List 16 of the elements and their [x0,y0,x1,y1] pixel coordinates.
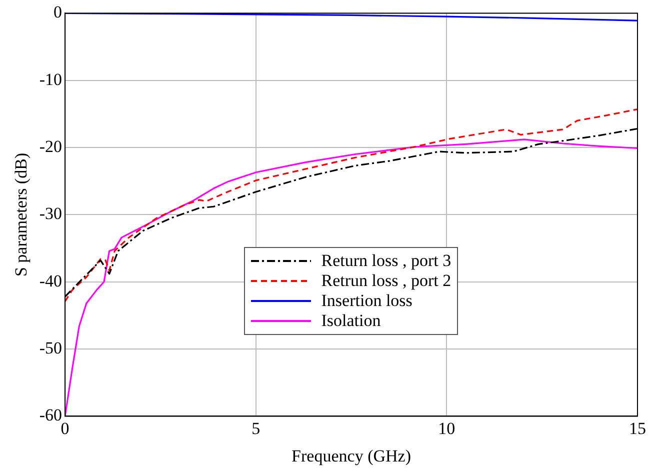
x-tick-label: 10 [438,418,456,438]
legend-label: Retrun loss , port 2 [321,270,452,291]
legend-label: Return loss , port 3 [321,250,452,271]
y-tick-label: -40 [39,271,62,290]
y-tick-label: -10 [39,70,62,89]
legend-label: Isolation [321,310,381,331]
y-axis-title: S parameters (dB) [12,152,31,277]
y-tick-label: -20 [39,137,62,156]
x-tick-label: 5 [252,418,260,438]
x-axis-title: Frequency (GHz) [292,446,411,466]
x-tick-label: 15 [629,418,646,438]
y-tick-label: -30 [39,204,62,224]
legend-label: Insertion loss [321,290,412,311]
y-tick-label: 0 [54,2,62,22]
y-tick-label: -50 [39,338,62,358]
y-tick-label: -60 [39,406,62,425]
